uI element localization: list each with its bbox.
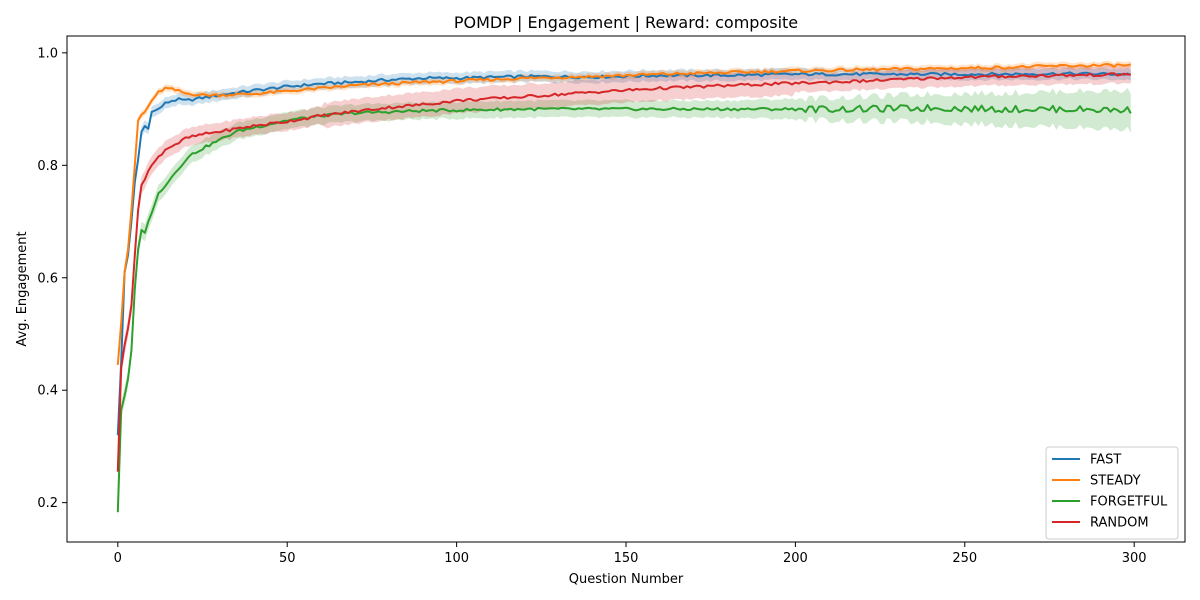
x-axis-label: Question Number (569, 572, 684, 587)
y-tick-label: 0.4 (37, 384, 58, 399)
legend-label-steady: STEADY (1090, 474, 1141, 489)
series-lines (116, 63, 1132, 513)
legend-label-forgetful: FORGETFUL (1090, 495, 1168, 510)
legend-label-random: RANDOM (1090, 516, 1149, 531)
x-tick-label: 300 (1122, 551, 1147, 566)
y-tick-label: 0.2 (37, 496, 58, 511)
y-tick-label: 0.6 (37, 271, 58, 286)
series-line-random (116, 72, 1131, 472)
x-tick-label: 150 (614, 551, 639, 566)
x-tick-label: 250 (952, 551, 977, 566)
chart-title: POMDP | Engagement | Reward: composite (454, 13, 798, 32)
x-tick-label: 50 (279, 551, 296, 566)
y-tick-label: 0.8 (37, 159, 58, 174)
x-tick-label: 200 (783, 551, 808, 566)
y-tick-label: 1.0 (37, 46, 58, 61)
x-tick-label: 100 (444, 551, 469, 566)
legend: FAST STEADY FORGETFUL RANDOM (1045, 446, 1179, 540)
x-axis-ticks: 0 50 100 150 200 250 300 (114, 542, 1147, 566)
series-line-fast (116, 71, 1132, 436)
legend-box (1045, 446, 1179, 540)
series-line-forgetful (116, 104, 1132, 513)
series-line-steady (116, 63, 1132, 365)
y-axis-ticks: 0.2 0.4 0.6 0.8 1.0 (37, 46, 67, 511)
x-tick-label: 0 (114, 551, 122, 566)
y-axis-label: Avg. Engagement (15, 231, 30, 346)
legend-label-fast: FAST (1090, 453, 1121, 468)
